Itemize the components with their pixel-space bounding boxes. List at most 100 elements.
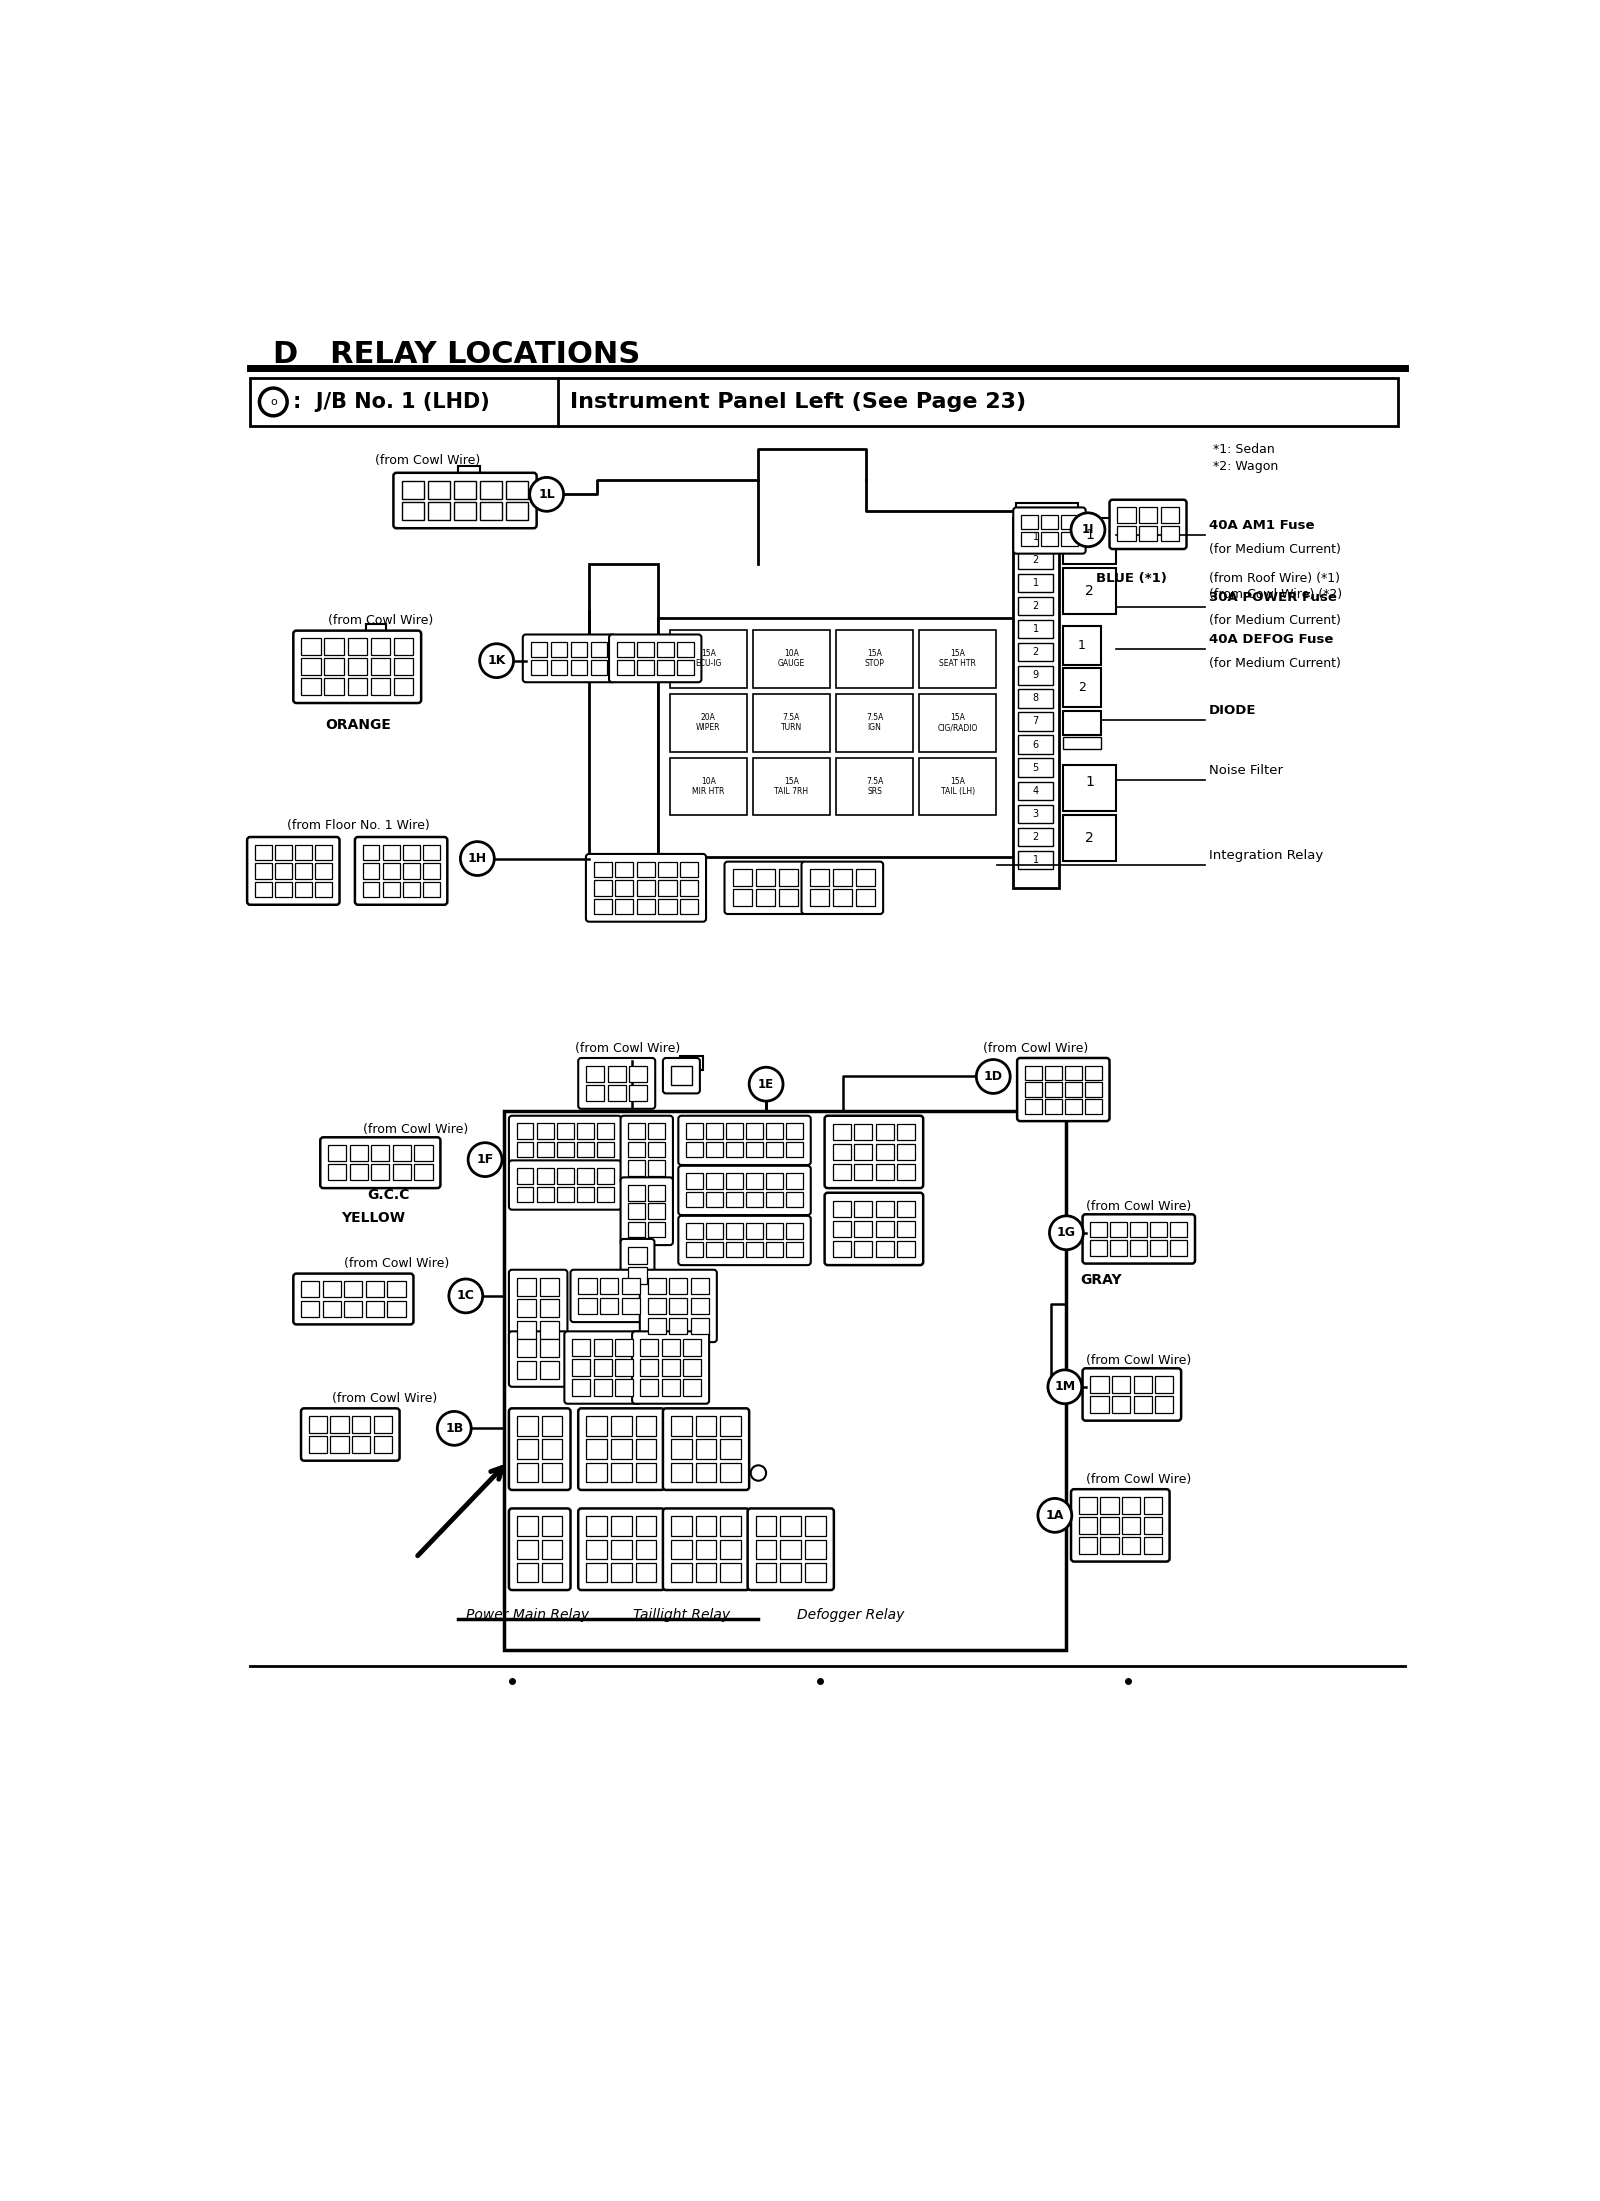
Bar bbox=[669, 1277, 688, 1294]
Bar bbox=[611, 1516, 632, 1536]
Bar bbox=[1085, 1065, 1102, 1081]
Bar bbox=[517, 1417, 538, 1435]
Bar bbox=[832, 889, 853, 907]
Text: 15A
STOP: 15A STOP bbox=[864, 649, 885, 669]
Bar bbox=[579, 1277, 597, 1294]
FancyBboxPatch shape bbox=[662, 1508, 749, 1589]
Bar bbox=[1061, 515, 1078, 528]
Bar bbox=[875, 1123, 894, 1140]
Bar bbox=[746, 1173, 763, 1189]
Circle shape bbox=[750, 1466, 766, 1481]
Bar bbox=[331, 1435, 349, 1453]
FancyBboxPatch shape bbox=[565, 1332, 642, 1404]
Bar bbox=[590, 660, 608, 676]
Circle shape bbox=[749, 1067, 782, 1100]
Bar bbox=[394, 658, 413, 676]
FancyBboxPatch shape bbox=[509, 1116, 621, 1164]
FancyBboxPatch shape bbox=[578, 1409, 664, 1490]
Bar bbox=[352, 1435, 370, 1453]
Bar bbox=[371, 678, 390, 696]
Bar bbox=[557, 1186, 573, 1202]
FancyBboxPatch shape bbox=[632, 1332, 709, 1404]
Bar bbox=[670, 1417, 691, 1435]
Text: *2: Wagon: *2: Wagon bbox=[1213, 460, 1278, 473]
Bar bbox=[629, 1085, 648, 1100]
Bar bbox=[422, 883, 440, 898]
Text: 2: 2 bbox=[1032, 601, 1038, 612]
Bar bbox=[686, 1142, 702, 1158]
Bar bbox=[635, 1516, 656, 1536]
Bar bbox=[683, 1338, 701, 1356]
FancyBboxPatch shape bbox=[578, 1508, 664, 1589]
Text: (from Cowl Wire): (from Cowl Wire) bbox=[1086, 1472, 1190, 1486]
Bar bbox=[640, 1338, 658, 1356]
Bar bbox=[350, 1164, 368, 1180]
Bar bbox=[1066, 1083, 1082, 1096]
Bar bbox=[691, 1277, 709, 1294]
Bar bbox=[1018, 574, 1053, 592]
Text: 5: 5 bbox=[1032, 764, 1038, 773]
Text: (from Cowl Wire): (from Cowl Wire) bbox=[333, 1393, 437, 1404]
Bar bbox=[637, 643, 654, 656]
Text: (from Cowl Wire): (from Cowl Wire) bbox=[374, 453, 480, 467]
Bar bbox=[1062, 669, 1101, 707]
Bar bbox=[1026, 1098, 1042, 1114]
Bar bbox=[1018, 596, 1053, 616]
Bar bbox=[755, 889, 774, 907]
Text: 2: 2 bbox=[1078, 680, 1086, 693]
Bar bbox=[557, 1169, 573, 1184]
Bar bbox=[366, 625, 386, 636]
Bar bbox=[733, 889, 752, 907]
Bar bbox=[594, 1360, 611, 1376]
FancyBboxPatch shape bbox=[509, 1160, 621, 1211]
Bar bbox=[648, 1142, 666, 1158]
Bar bbox=[542, 1538, 562, 1558]
Text: 1: 1 bbox=[1078, 638, 1086, 651]
Text: 10A
GAUGE: 10A GAUGE bbox=[778, 649, 805, 669]
Bar bbox=[1045, 1083, 1062, 1096]
Bar bbox=[635, 1563, 656, 1583]
Bar bbox=[590, 643, 608, 656]
Bar bbox=[1117, 508, 1136, 524]
Circle shape bbox=[437, 1411, 470, 1446]
Bar bbox=[1042, 515, 1058, 528]
Bar bbox=[629, 1142, 645, 1158]
Bar bbox=[323, 1281, 341, 1296]
Bar bbox=[344, 1301, 363, 1316]
Text: 1G: 1G bbox=[1058, 1226, 1075, 1239]
Text: Taillight Relay: Taillight Relay bbox=[634, 1607, 730, 1622]
Bar bbox=[680, 880, 698, 896]
Bar bbox=[1101, 1497, 1118, 1514]
Bar bbox=[898, 1123, 915, 1140]
Bar bbox=[920, 629, 997, 687]
Text: 1M: 1M bbox=[1054, 1380, 1075, 1393]
Circle shape bbox=[1038, 1499, 1072, 1532]
Bar bbox=[640, 1380, 658, 1395]
Bar bbox=[766, 1123, 782, 1138]
Circle shape bbox=[530, 478, 563, 511]
Bar bbox=[480, 502, 502, 519]
Text: Defogger Relay: Defogger Relay bbox=[797, 1607, 904, 1622]
Bar bbox=[648, 1123, 666, 1138]
Circle shape bbox=[1070, 513, 1106, 546]
Bar bbox=[517, 1461, 538, 1481]
Bar bbox=[611, 1439, 632, 1459]
Bar bbox=[294, 883, 312, 898]
Circle shape bbox=[976, 1059, 1010, 1094]
Text: 1A: 1A bbox=[1046, 1510, 1064, 1521]
Bar bbox=[766, 1224, 782, 1239]
Bar bbox=[854, 1164, 872, 1180]
Bar bbox=[517, 1516, 538, 1536]
Bar bbox=[373, 1415, 392, 1433]
Bar bbox=[755, 869, 774, 887]
Bar bbox=[616, 880, 634, 896]
Bar bbox=[517, 1169, 533, 1184]
Bar bbox=[506, 502, 528, 519]
Bar bbox=[1066, 1065, 1082, 1081]
FancyBboxPatch shape bbox=[509, 1270, 568, 1347]
Bar bbox=[1150, 1241, 1168, 1257]
Text: 7.5A
IGN: 7.5A IGN bbox=[866, 713, 883, 733]
Text: 2: 2 bbox=[1032, 832, 1038, 843]
Bar bbox=[659, 898, 677, 913]
Bar bbox=[1091, 1395, 1109, 1413]
